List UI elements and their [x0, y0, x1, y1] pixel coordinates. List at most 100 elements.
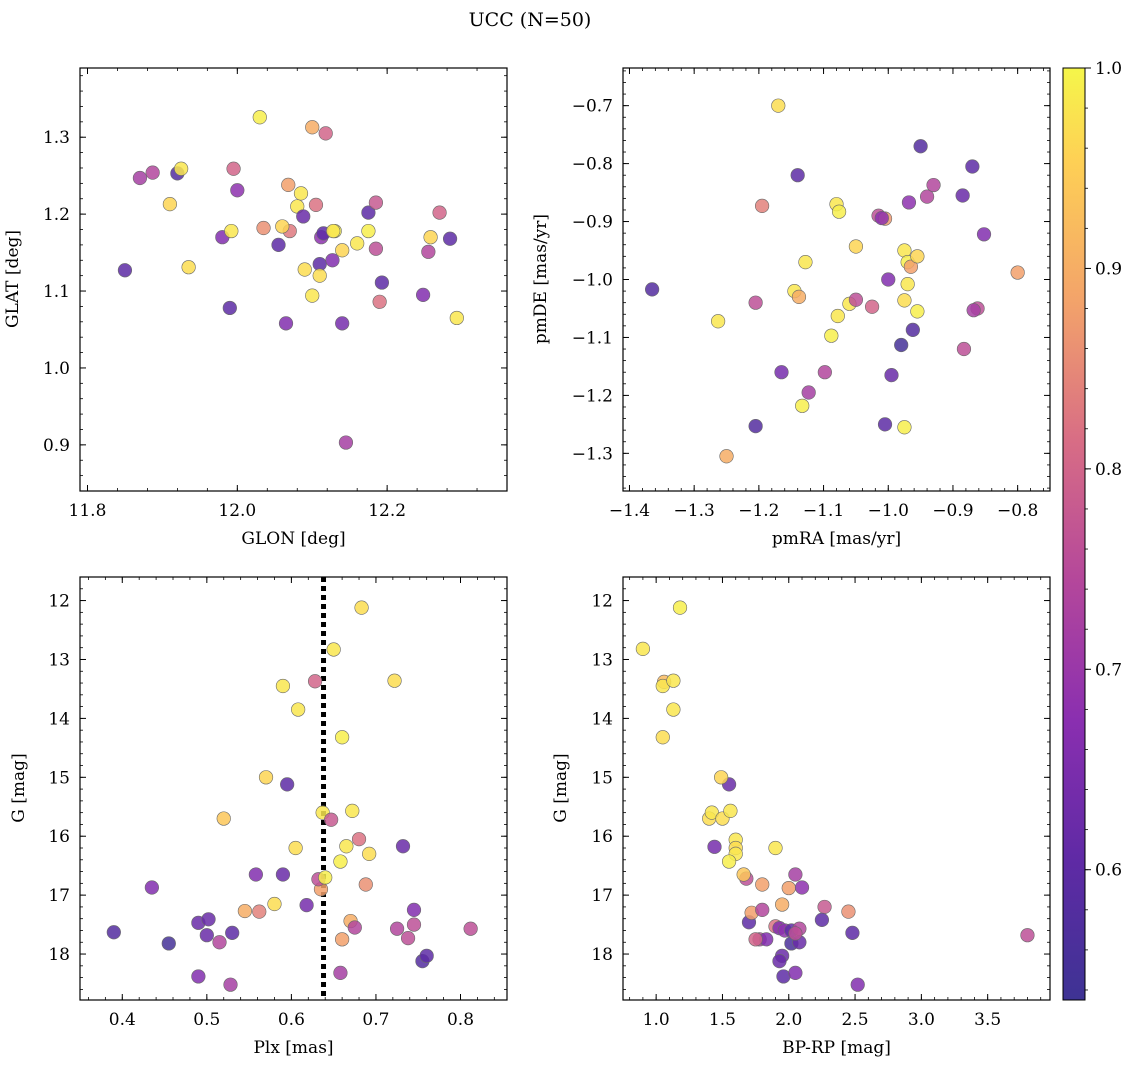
- scatter-point: [222, 300, 237, 316]
- scatter-point: [230, 183, 245, 198]
- scatter-point: [161, 936, 176, 951]
- scatter-point: [432, 205, 447, 220]
- scatter-point: [645, 282, 660, 297]
- x-axis-label: GLON [deg]: [241, 529, 345, 549]
- scatter-point: [814, 912, 830, 927]
- x-tick-label: −1.3: [674, 501, 715, 521]
- y-tick-label: 1.2: [43, 205, 70, 225]
- colorbar-ticks: 0.6 0.7 0.8 0.9 1.0: [1085, 59, 1122, 991]
- scatter-point: [237, 903, 252, 919]
- scatter-point: [162, 197, 177, 212]
- colorbar-tick-label: 1.0: [1095, 59, 1122, 79]
- y-tick-label: 13: [48, 650, 70, 670]
- scatter-point: [881, 272, 896, 287]
- scatter-point: [848, 239, 864, 254]
- scatter-point: [794, 880, 810, 895]
- scatter-point: [326, 223, 341, 239]
- scatter-point: [415, 287, 431, 302]
- scatter-point: [144, 880, 159, 895]
- scatter-point: [449, 310, 464, 326]
- scatter-point: [736, 867, 751, 882]
- scatter-point: [798, 255, 813, 270]
- x-tick-label: −0.9: [932, 501, 973, 521]
- scatter-point: [387, 673, 402, 688]
- scatter-point: [368, 195, 384, 210]
- scatter-point: [252, 904, 267, 919]
- scatter-point: [389, 921, 405, 936]
- y-axis-label: GLAT [deg]: [3, 230, 23, 328]
- x-tick-label: 3.0: [908, 1010, 935, 1030]
- scatter-point: [897, 293, 912, 308]
- y-tick-label: −0.9: [572, 213, 613, 233]
- scatter-point: [894, 337, 909, 353]
- scatter-point: [291, 702, 306, 717]
- colorbar: 0.6 0.7 0.8 0.9 1.0: [1062, 59, 1122, 1001]
- scatter-point: [926, 177, 941, 193]
- scatter-point: [293, 186, 309, 201]
- scatter-point: [395, 839, 411, 854]
- scatter-point: [707, 839, 722, 854]
- x-axis-label: pmRA [mas/yr]: [772, 529, 901, 549]
- x-tick-label: 0.4: [109, 1010, 136, 1030]
- y-tick-label: 15: [591, 768, 613, 788]
- scatter-point: [788, 926, 803, 941]
- scatter-point: [721, 854, 737, 869]
- x-tick-label: −0.8: [997, 501, 1038, 521]
- figure-title: UCC (N=50): [469, 9, 592, 31]
- axes-frame: [622, 576, 1051, 1001]
- scatter-point: [774, 365, 789, 380]
- scatter-point: [884, 368, 899, 383]
- scatter-point: [145, 165, 160, 180]
- scatter-point: [901, 195, 917, 210]
- scatter-point: [400, 931, 416, 946]
- x-tick-label: 11.8: [69, 501, 107, 521]
- y-tick-label: 12: [591, 592, 613, 612]
- panel-glon-glat: 11.8 12.0 12.2 0.9 1.0 1.1 1.2 1.3 GLON [deg] GLA…: [3, 67, 508, 549]
- scatter-point: [956, 341, 972, 357]
- scatter-point: [848, 292, 864, 307]
- y-tick-label: 18: [48, 945, 70, 965]
- axes-frame: [79, 576, 508, 1001]
- scatter-point: [312, 268, 327, 283]
- colorbar-tick-label: 0.8: [1095, 460, 1122, 480]
- scatter-point: [905, 322, 920, 338]
- scatter-point: [132, 170, 148, 186]
- scatter-point: [288, 840, 303, 856]
- scatter-point: [419, 948, 434, 963]
- colorbar-tick-label: 0.6: [1095, 861, 1122, 881]
- scatter-point: [223, 977, 238, 992]
- scatter-point: [256, 220, 271, 236]
- scatter-point: [335, 316, 350, 331]
- scatter-point: [280, 777, 295, 792]
- scatter-point: [406, 902, 422, 917]
- scatter-point: [781, 880, 796, 896]
- scatter-point: [318, 126, 333, 141]
- scatter-point: [297, 262, 312, 277]
- x-tick-label: −1.1: [803, 501, 844, 521]
- x-axis-label: Plx [mas]: [253, 1038, 333, 1058]
- y-tick-label: −1.1: [572, 328, 613, 348]
- scatter-point: [339, 839, 354, 854]
- scatter-point: [850, 977, 865, 992]
- scatter-point: [910, 249, 925, 264]
- scatter-point: [788, 965, 803, 980]
- y-tick-label: 1.0: [43, 359, 70, 379]
- y-tick-label: 14: [48, 709, 70, 729]
- y-tick-label: 12: [48, 592, 70, 612]
- scatter-point: [372, 294, 387, 309]
- scatter-point: [723, 803, 738, 818]
- y-tick-label: 18: [591, 945, 613, 965]
- scatter-point: [248, 867, 263, 882]
- scatter-point: [910, 304, 925, 319]
- scatter-point: [790, 168, 805, 183]
- scatter-point: [775, 897, 790, 912]
- scatter-point: [748, 419, 763, 434]
- scatter-point: [335, 730, 350, 745]
- scatter-point: [965, 159, 980, 174]
- scatter-point: [335, 243, 350, 258]
- scatter-point: [361, 205, 376, 220]
- scatter-point: [201, 912, 216, 927]
- scatter-point: [191, 969, 206, 984]
- scatter-point: [406, 917, 422, 932]
